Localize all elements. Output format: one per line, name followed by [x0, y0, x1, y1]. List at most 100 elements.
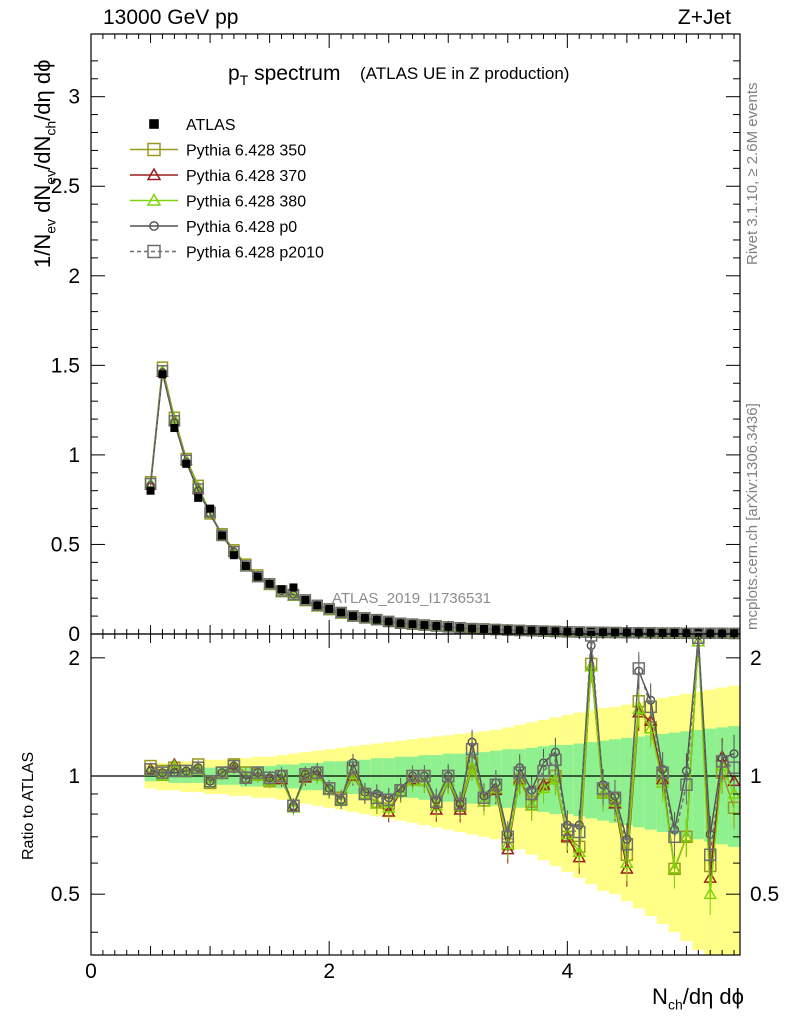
header-right: Z+Jet [677, 6, 731, 29]
ratio-point-p380 [643, 721, 658, 734]
ratio-point-p2010 [549, 753, 562, 767]
ratio-point-p380 [727, 786, 741, 799]
atlas-data-point [217, 531, 226, 540]
ratio-point-p2010 [525, 787, 538, 801]
ratio-point-p380 [548, 772, 563, 785]
atlas-data-point [241, 561, 250, 570]
analysis-id-label: ATLAS_2019_I1736531 [332, 590, 492, 607]
uncertainty-band-inner [358, 759, 371, 794]
series-point-p2010 [347, 610, 359, 622]
ratio-point-p2010 [382, 793, 395, 807]
atlas-data-point [408, 620, 417, 629]
ratio-point-p2010 [668, 830, 681, 844]
uncertainty-band-inner [620, 737, 633, 826]
ratio-point-p2010 [263, 771, 276, 784]
uncertainty-band-inner [561, 744, 574, 815]
ratio-line-p2010 [150, 635, 735, 855]
ratio-point-p2010 [322, 782, 336, 795]
ratio-point-p380 [572, 845, 587, 857]
uncertainty-band-inner [668, 732, 681, 835]
uncertainty-band-inner [454, 753, 467, 802]
ratio-point-p2010 [358, 787, 372, 801]
ratio-y-tick-label-right: 0.5 [750, 883, 779, 906]
series-point-p2010 [371, 613, 383, 626]
uncertainty-band-inner [394, 756, 407, 798]
x-tick-label: 2 [323, 960, 335, 983]
atlas-data-point [206, 504, 215, 513]
ratio-point-p2010 [537, 764, 550, 778]
atlas-data-point [384, 617, 393, 626]
ratio-y-tick-label: 0.5 [51, 883, 80, 906]
ratio-y-tick-label: 2 [68, 647, 80, 670]
ratio-point-p2010 [477, 791, 491, 805]
ratio-point-p380 [679, 829, 694, 842]
ratio-y-tick-label-right: 2 [750, 647, 762, 670]
legend-label: Pythia 6.428 380 [186, 194, 306, 211]
legend-label: Pythia 6.428 p2010 [186, 245, 324, 262]
ratio-point-p2010 [180, 764, 193, 778]
atlas-data-point [360, 613, 369, 622]
uncertainty-band-inner [692, 729, 705, 840]
uncertainty-band-inner [335, 761, 348, 793]
series-point-p2010 [251, 570, 264, 583]
series-point-p2010 [335, 606, 347, 619]
ratio-point-p2010 [703, 848, 717, 862]
y-tick-label: 0 [68, 623, 80, 646]
ratio-point-p2010 [239, 771, 253, 784]
ratio-point-p2010 [287, 799, 300, 812]
ratio-point-p2010 [715, 755, 729, 768]
uncertainty-band-inner [573, 743, 586, 817]
series-point-p2010 [394, 617, 407, 630]
y-tick-label: 2.5 [51, 175, 80, 198]
ratio-y-tick-label: 1 [68, 765, 80, 788]
atlas-data-point [420, 621, 429, 630]
uncertainty-band-inner [644, 735, 657, 830]
legend-marker-p380 [146, 192, 162, 206]
series-point-p2010 [216, 529, 228, 542]
series-point-p2010 [299, 594, 312, 606]
ratio-point-p380 [620, 856, 634, 868]
legend-marker-p350 [147, 142, 161, 157]
uncertainty-band-inner [382, 758, 395, 796]
legend-marker-p2010 [147, 244, 161, 259]
ratio-point-p2010 [465, 742, 479, 756]
ratio-point-p2010 [620, 838, 634, 851]
ratio-point-p2010 [680, 778, 693, 792]
y-tick-label: 1.5 [51, 354, 80, 377]
ratio-point-p2010 [644, 700, 657, 714]
x-tick-label: 0 [85, 960, 97, 983]
ratio-axis-label: Ratio to ATLAS [20, 751, 37, 860]
ratio-point-p2010 [656, 766, 669, 779]
ratio-frame [90, 633, 741, 956]
legend-label: ATLAS [186, 117, 236, 134]
ratio-point-p2010 [489, 778, 503, 792]
ratio-point-p2010 [275, 769, 288, 783]
ratio-point-p2010 [215, 766, 229, 779]
ratio-point-p2010 [156, 766, 169, 779]
ratio-point-p2010 [311, 766, 324, 779]
chart-title: pT spectrum [228, 62, 341, 89]
atlas-data-point [194, 493, 203, 502]
x-tick-label: 4 [561, 960, 573, 983]
atlas-data-point [265, 579, 274, 588]
chart-subtitle: (ATLAS UE in Z production) [360, 64, 570, 83]
ratio-point-p2010 [596, 782, 610, 795]
ratio-point-p2010 [572, 825, 586, 839]
series-point-p2010 [240, 560, 252, 572]
atlas-data-point [325, 604, 334, 613]
ratio-point-p2010 [370, 791, 384, 805]
legend-marker-atlas [149, 119, 159, 129]
y-tick-label: 2 [68, 265, 80, 288]
ratio-point-p2010 [334, 793, 348, 807]
ratio-point-p2010 [441, 769, 455, 783]
atlas-data-point [158, 370, 167, 379]
ratio-point-p380 [465, 760, 479, 773]
atlas-data-point [170, 424, 179, 433]
atlas-data-point [372, 615, 381, 624]
ratio-point-p2010 [430, 795, 443, 808]
y-axis-label: 1/Nev dNev/dNch/dη dϕ [30, 59, 59, 268]
uncertainty-band-inner [323, 761, 336, 793]
ratio-line-p0 [150, 635, 735, 840]
ratio-point-p2010 [453, 797, 467, 810]
